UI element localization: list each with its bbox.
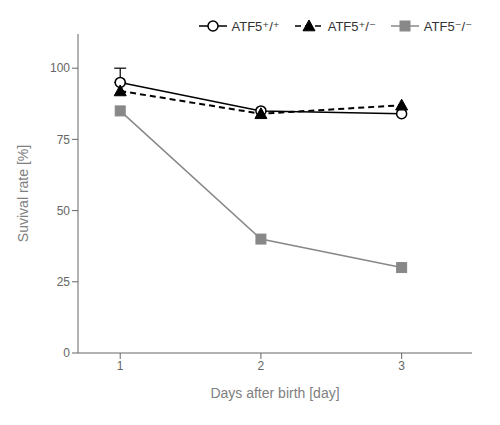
svg-text:50: 50 <box>57 204 71 218</box>
html-text:ATF5⁻/⁻: ATF5⁻/⁻ <box>423 18 472 34</box>
svg-text:Days after birth [day]: Days after birth [day] <box>210 385 339 401</box>
svg-text:1: 1 <box>117 359 124 373</box>
svg-text:75: 75 <box>57 133 71 147</box>
html-text:ATF5⁺/⁻: ATF5⁺/⁻ <box>327 18 376 34</box>
svg-text:25: 25 <box>57 275 71 289</box>
html-text:ATF5⁺/⁺: ATF5⁺/⁺ <box>231 18 280 34</box>
svg-text:Suvival rate [%]: Suvival rate [%] <box>15 145 31 242</box>
svg-text:3: 3 <box>398 359 405 373</box>
svg-text:0: 0 <box>63 346 70 360</box>
svg-text:100: 100 <box>50 61 70 75</box>
svg-text:2: 2 <box>258 359 265 373</box>
